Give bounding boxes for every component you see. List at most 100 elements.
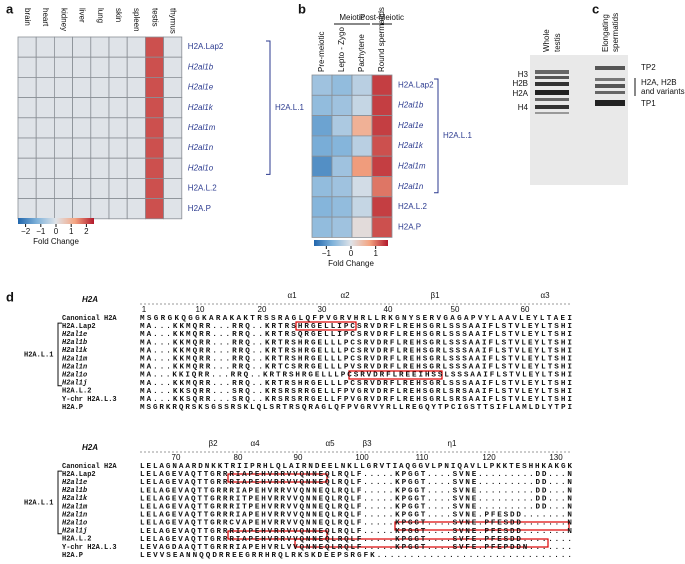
colorbar [18, 218, 94, 224]
heat-cell [72, 56, 92, 78]
heat-cell [17, 97, 37, 119]
ruler-label: 10 [196, 305, 205, 314]
heat-cell [311, 196, 333, 218]
heat-cell [126, 137, 146, 159]
heat-cell [54, 137, 74, 159]
sequence-name: H2al1b [62, 339, 87, 347]
row-label: H2al1k [398, 141, 424, 150]
sequence-name: H2A.P [62, 552, 83, 560]
lane-label: Elongating [601, 14, 610, 52]
sequence: LEVAGDAAQTTGRRRIAPEHVRLVVQNNEQLRQLF.....… [140, 544, 572, 552]
gel [530, 55, 636, 185]
heat-cell [90, 117, 110, 139]
heat-cell [144, 36, 164, 58]
sequence-name: Y-chr H2A.L.3 [62, 544, 117, 552]
row-label: H2al1e [188, 83, 214, 92]
bracket [266, 40, 271, 175]
heat-cell [163, 77, 183, 99]
group-label: H2A.L.1 [443, 131, 472, 140]
highlight-boxes [227, 321, 570, 548]
group-label: H2A.L.1 [275, 103, 304, 112]
sequence-name: H2al1m [62, 503, 88, 511]
sequence: MA...KKMQRR...RRQ..KRTCSRRGELLLPVSRVDRFL… [140, 364, 572, 372]
heat-cell [126, 177, 146, 199]
sequence: MA...KKMQRR...RRQ..KRTRSQRGELLIPCSRVDRFL… [140, 331, 572, 339]
heat-cell [72, 198, 92, 220]
heat-cell [72, 117, 92, 139]
heat-cell [108, 198, 128, 220]
row-label: H2A.P [398, 222, 421, 231]
heat-cell [371, 115, 393, 137]
ruler-label: 20 [258, 305, 267, 314]
structure-label: η1 [448, 439, 457, 448]
heat-cell [163, 56, 183, 78]
column-label: skin [114, 8, 123, 22]
heat-cell [126, 198, 146, 220]
heat-cell [54, 36, 74, 58]
sequence-name: H2al1j [62, 380, 87, 388]
heat-cell [35, 198, 55, 220]
sequence-name: H2A.Lap2 [62, 471, 96, 479]
heat-cell [311, 94, 333, 117]
colorbar-title: Fold Change [328, 259, 374, 268]
structure-label: α5 [325, 439, 335, 448]
column-label: testis [150, 8, 159, 27]
heat-cell [311, 216, 333, 238]
heat-cell [371, 176, 393, 198]
heat-cell [17, 177, 37, 199]
sequence: MA...KKMQRR...RRQ..KRTRSHRGELLLPCSRVDRFL… [140, 339, 572, 347]
column-label: liver [78, 8, 87, 23]
ruler-label: 120 [482, 453, 496, 462]
sequence: LELAGNAARDNKKTRIIPRHLQLAIRNDEELNKLLGRVTI… [140, 463, 572, 471]
heat-cell [108, 36, 128, 58]
ruler-label: 40 [384, 305, 393, 314]
sequence: LELAGEVAQTTGRRRIAPEHVRRVVQNNEQLRQLF.....… [140, 512, 572, 520]
row-label: H2A.L.2 [398, 202, 427, 211]
heat-cell [90, 157, 110, 179]
structure-label: α1 [287, 291, 297, 300]
heat-cell [35, 177, 55, 199]
sequence-name: H2A.L.2 [62, 388, 91, 396]
heat-cell [163, 97, 183, 119]
heat-cell [72, 137, 92, 159]
sequence-name: H2al1b [62, 487, 87, 495]
structure-label: β2 [208, 439, 218, 448]
heat-cell [163, 36, 183, 58]
sequence-name: H2al1n [62, 511, 87, 519]
heat-cell [126, 56, 146, 78]
sequence: LEVVSEANNQQDRREEGRRHRQLRKSKDEEPSRGFK....… [140, 552, 572, 560]
heat-cell [54, 157, 74, 179]
column-label: Pachytene [357, 34, 366, 72]
heat-cell [371, 135, 393, 157]
sequence: MSGRKRQRSKSGSSRSKLQLSRTRSQRAGLQFPVGRVYRL… [140, 404, 572, 412]
heat-cell [331, 74, 353, 96]
heat-cell [72, 97, 92, 119]
heat-cell [90, 198, 110, 220]
group-label: H2A.L.1 [24, 351, 53, 359]
colorbar-tick-label: 0 [349, 249, 354, 258]
colorbar-tick-label: −1 [36, 227, 46, 236]
heat-cell [371, 94, 393, 117]
row-label: H2al1b [398, 101, 424, 110]
sequence-name: H2al1k [62, 347, 88, 355]
heat-cell [108, 157, 128, 179]
lane-label: testis [553, 33, 562, 52]
structure-label: α4 [250, 439, 260, 448]
sequence: MA...KKIQRR...RRQ..KRTRSHRGELLLPCSRVDRFL… [140, 372, 572, 380]
lane-label: Whole [542, 29, 551, 52]
heat-cell [72, 36, 92, 58]
heat-cell [35, 77, 55, 99]
heat-cell [90, 56, 110, 78]
band-label: H2B [512, 79, 528, 88]
ruler-label: 110 [416, 453, 429, 462]
heat-cell [351, 94, 373, 117]
ruler-label: 70 [172, 453, 181, 462]
heat-cell [351, 74, 373, 96]
sequence: LELAGEVAQTTGRRRIAPEHVRRVVQNNEQLRQLF.....… [140, 479, 572, 487]
sequence: MA...KKSQRR...SRQ..KRSRSRRGELLFPVGRVDRFL… [140, 388, 572, 396]
row-label: H2al1o [188, 163, 214, 172]
sequence-name: H2al1k [62, 495, 88, 503]
heat-cell [35, 56, 55, 78]
sequence: LELAGEVAQTTGRRRIAPEHVRRVVQNNEQLRQLF.....… [140, 487, 572, 495]
lane-label: spermatids [611, 13, 620, 52]
